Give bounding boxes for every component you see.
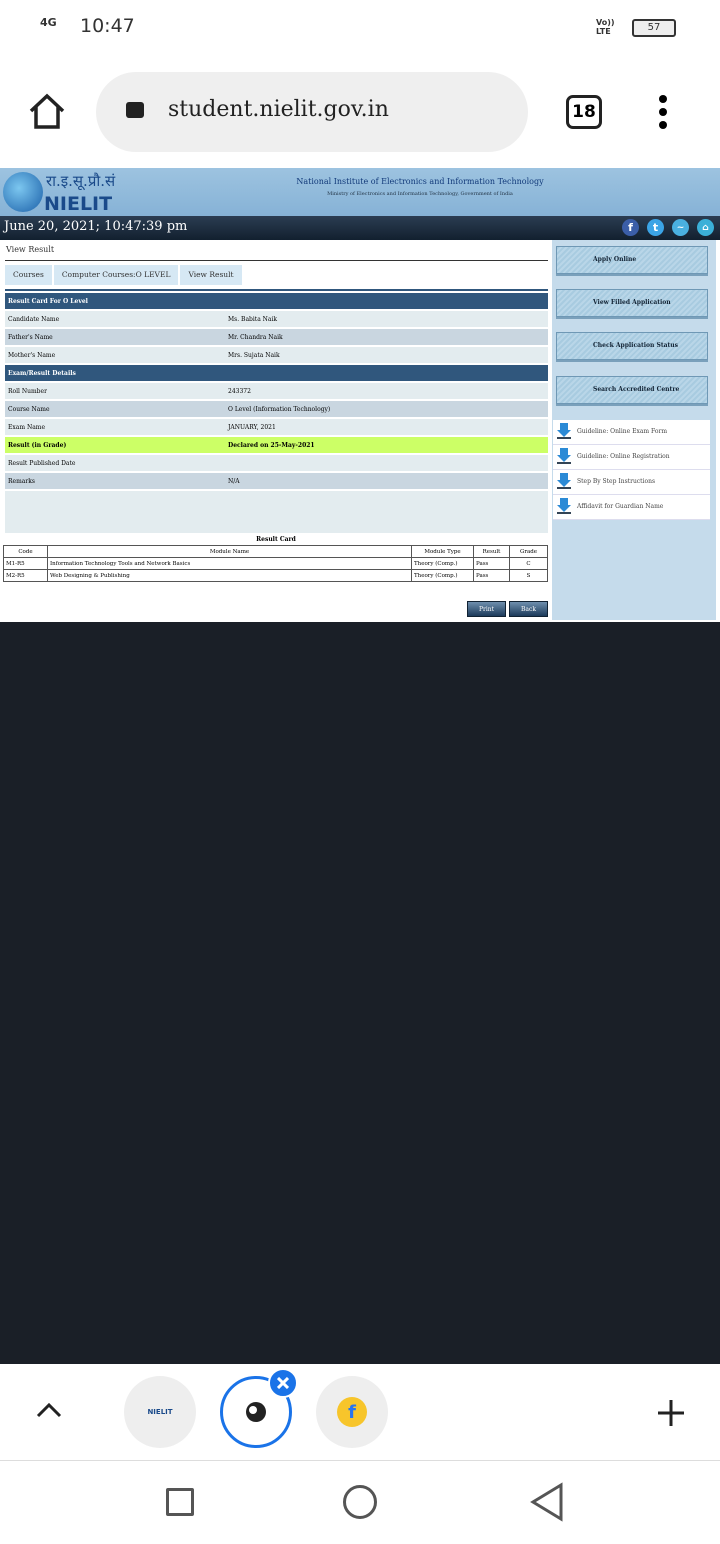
info-row: Exam Name JANUARY, 2021 — [5, 419, 548, 437]
back-button[interactable]: Back — [509, 601, 548, 617]
back-nav-icon[interactable] — [530, 1482, 564, 1526]
breadcrumb-item[interactable]: Courses — [5, 265, 52, 285]
exam-details-title: Exam/Result Details — [5, 365, 548, 383]
breadcrumb-item[interactable]: View Result — [180, 265, 242, 285]
volte-indicator: Vo)) LTE — [596, 18, 615, 36]
download-icon — [557, 448, 571, 464]
print-button[interactable]: Print — [467, 601, 506, 617]
search-accredited-centre-button[interactable]: Search Accredited Centre — [556, 376, 708, 404]
datetime: June 20, 2021; 10:47:39 pm — [4, 219, 188, 234]
home-site-icon[interactable]: ⌂ — [697, 219, 714, 236]
battery-icon: 57 — [632, 19, 676, 37]
download-link[interactable]: Guideline: Online Exam Form — [553, 420, 710, 445]
date-bar: June 20, 2021; 10:47:39 pm f t ~ ⌂ — [0, 216, 720, 240]
status-bar: 4G 10:47 Vo)) LTE 57 — [0, 0, 720, 56]
lock-icon — [126, 102, 144, 118]
page-heading: View Result — [6, 245, 55, 254]
result-card: Result Card For O Level Candidate Name Ms… — [5, 293, 548, 533]
info-row: Mother's Name Mrs. Sujata Naik — [5, 347, 548, 365]
clock: 10:47 — [80, 15, 135, 37]
flipkart-icon: f — [337, 1397, 367, 1427]
web-page: रा.इ.सू.प्रौ.सं NIELIT National Institut… — [0, 168, 720, 622]
module-table: Code Module Name Module Type Result Grad… — [3, 545, 548, 582]
site-title: National Institute of Electronics and In… — [296, 177, 544, 186]
recents-icon[interactable] — [166, 1488, 194, 1516]
tab-strip: NIELIT f — [0, 1364, 720, 1461]
download-link[interactable]: Affidavit for Guardian Name — [553, 495, 710, 520]
network-indicator: 4G — [40, 16, 57, 29]
globe-icon — [246, 1402, 266, 1422]
check-application-status-button[interactable]: Check Application Status — [556, 332, 708, 360]
tab-switcher-button[interactable]: 18 — [566, 95, 602, 129]
tab-flipkart[interactable]: f — [316, 1376, 388, 1448]
download-icon — [557, 423, 571, 439]
info-row: Remarks N/A — [5, 473, 548, 491]
home-icon[interactable] — [28, 92, 66, 130]
tab-nielit[interactable]: NIELIT — [124, 1376, 196, 1448]
android-nav-bar — [0, 1462, 720, 1544]
info-row: Result Published Date — [5, 455, 548, 473]
table-header: Code Module Name Module Type Result Grad… — [3, 545, 548, 558]
breadcrumb: Courses Computer Courses:O LEVEL View Re… — [5, 265, 242, 285]
download-icon — [557, 498, 571, 514]
main-content: View Result Courses Computer Courses:O L… — [0, 240, 552, 622]
info-row: Course Name O Level (Information Technolo… — [5, 401, 548, 419]
close-tab-icon[interactable] — [268, 1368, 298, 1398]
new-tab-plus-icon[interactable] — [656, 1398, 686, 1432]
url-text: student.nielit.gov.in — [168, 97, 389, 122]
nielit-logo — [3, 172, 43, 212]
site-subtitle: Ministry of Electronics and Information … — [327, 191, 513, 197]
module-table-caption: Result Card — [256, 536, 296, 543]
table-row: M1-R5 Information Technology Tools and Ne… — [3, 557, 548, 570]
download-link[interactable]: Step By Step Instructions — [553, 470, 710, 495]
facebook-icon[interactable]: f — [622, 219, 639, 236]
info-row: Candidate Name Ms. Babita Naik — [5, 311, 548, 329]
logo-text: NIELIT — [44, 193, 113, 215]
breadcrumb-item[interactable]: Computer Courses:O LEVEL — [53, 265, 179, 285]
chevron-up-icon[interactable] — [36, 1402, 62, 1422]
result-card-title: Result Card For O Level — [5, 293, 548, 311]
result-row: Result (in Grade) Declared on 25-May-2021 — [5, 437, 548, 455]
logo-hindi: रा.इ.सू.प्रौ.सं — [46, 172, 116, 190]
home-nav-icon[interactable] — [343, 1485, 377, 1519]
download-icon — [557, 473, 571, 489]
apply-online-button[interactable]: Apply Online — [556, 246, 708, 274]
url-bar[interactable]: student.nielit.gov.in — [96, 72, 528, 152]
twitter-icon[interactable]: t — [647, 219, 664, 236]
download-link[interactable]: Guideline: Online Registration — [553, 445, 710, 470]
menu-icon[interactable] — [655, 94, 671, 132]
site-header: रा.इ.सू.प्रौ.सं NIELIT National Institut… — [0, 168, 720, 216]
table-row: M2-R5 Web Designing & Publishing Theory (C… — [3, 569, 548, 582]
info-row: Roll Number 243372 — [5, 383, 548, 401]
view-filled-application-button[interactable]: View Filled Application — [556, 289, 708, 317]
page-blank-area — [0, 622, 720, 1364]
chart-icon[interactable]: ~ — [672, 219, 689, 236]
info-row: Father's Name Mr. Chandra Naik — [5, 329, 548, 347]
